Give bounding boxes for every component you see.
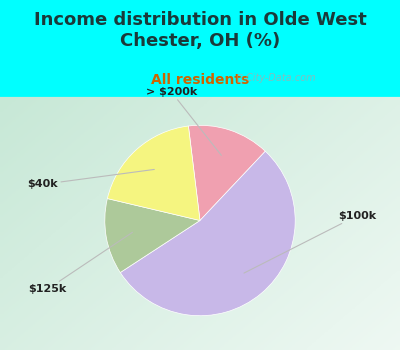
Text: ⓘ City-Data.com: ⓘ City-Data.com	[237, 73, 316, 83]
Text: $125k: $125k	[28, 232, 132, 294]
Text: > $200k: > $200k	[146, 87, 221, 155]
Text: $100k: $100k	[244, 211, 376, 273]
Wedge shape	[107, 126, 200, 220]
Text: $40k: $40k	[28, 169, 154, 189]
Wedge shape	[120, 151, 295, 316]
Text: Income distribution in Olde West
Chester, OH (%): Income distribution in Olde West Chester…	[34, 11, 366, 50]
Wedge shape	[188, 125, 265, 220]
Wedge shape	[105, 198, 200, 273]
Text: All residents: All residents	[151, 74, 249, 87]
